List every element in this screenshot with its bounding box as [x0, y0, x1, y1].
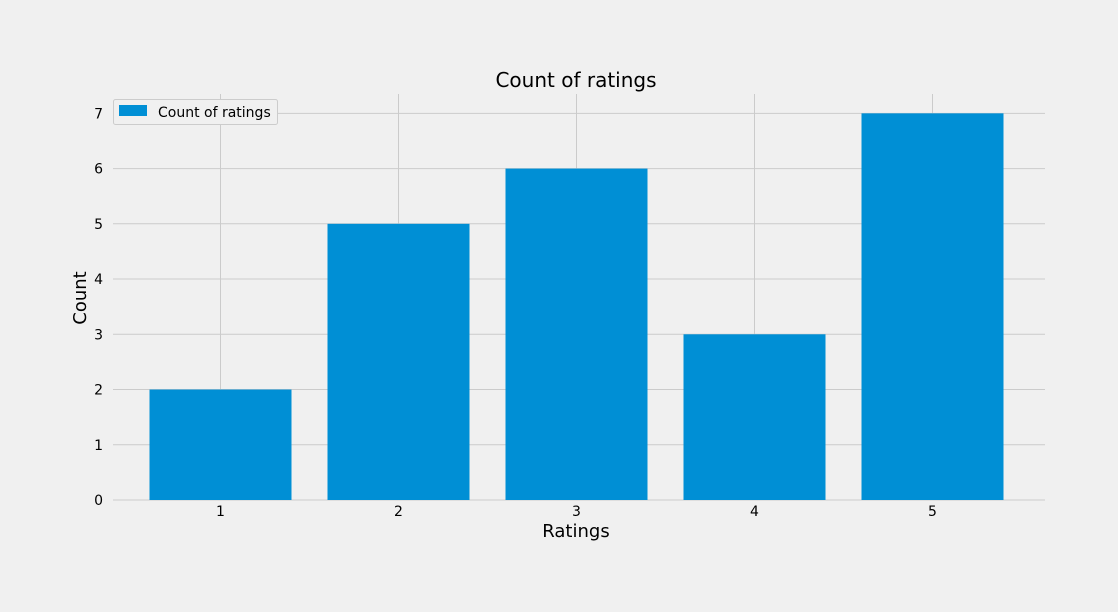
- y-axis-title: Count: [70, 271, 91, 324]
- y-tick-label: 2: [94, 383, 103, 399]
- bars: [149, 113, 1004, 501]
- y-axis-ticks: 0 1 2 3 4 5 6 7: [94, 106, 103, 509]
- legend-frame: [113, 99, 278, 125]
- y-tick-label: 5: [94, 217, 103, 233]
- y-tick-label: 0: [94, 493, 103, 509]
- x-tick-label: 1: [216, 504, 225, 520]
- y-tick-label: 6: [94, 162, 103, 178]
- bar-rating-5: [861, 113, 1004, 500]
- y-tick-label: 1: [94, 438, 103, 454]
- y-tick-label: 4: [94, 272, 103, 288]
- x-axis-title: Ratings: [542, 521, 609, 542]
- x-tick-label: 4: [750, 504, 759, 520]
- legend-label: Count of ratings: [158, 105, 271, 121]
- bar-rating-4: [683, 334, 826, 500]
- x-tick-label: 3: [572, 504, 581, 520]
- y-tick-label: 3: [94, 327, 103, 343]
- x-axis-ticks: 1 2 3 4 5: [216, 504, 937, 520]
- bar-rating-2: [327, 223, 470, 501]
- y-tick-label: 7: [94, 106, 103, 122]
- legend-swatch: [119, 105, 147, 116]
- x-tick-label: 2: [394, 504, 403, 520]
- bar-rating-3: [505, 168, 648, 501]
- x-tick-label: 5: [928, 504, 937, 520]
- bar-rating-1: [149, 389, 292, 500]
- legend: Count of ratings: [113, 99, 278, 125]
- chart-title: Count of ratings: [495, 68, 656, 92]
